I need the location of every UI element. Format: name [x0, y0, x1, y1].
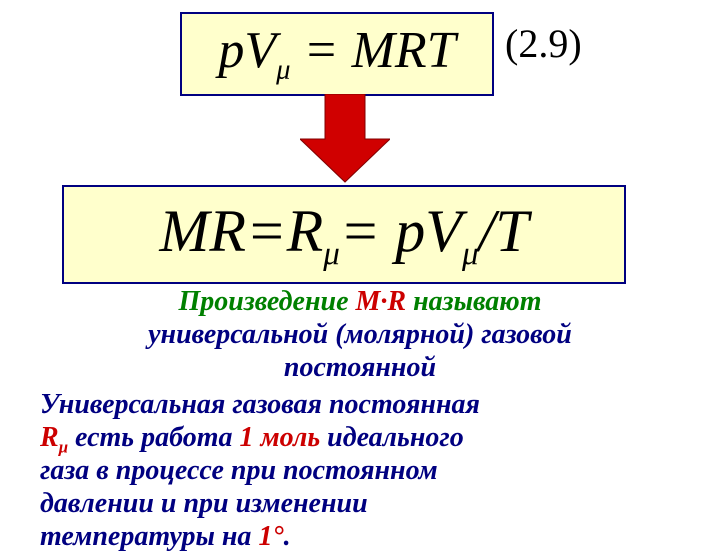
eq-sign: =: [340, 198, 381, 264]
text-line-7: давлении и при изменении: [40, 487, 680, 521]
formula-1: pVμ = MRT: [218, 21, 455, 86]
sub-mu: μ: [276, 55, 290, 86]
text-post: идеального: [320, 422, 464, 453]
var-V: V: [425, 198, 462, 264]
var-M: M: [159, 198, 209, 264]
var-p: p: [218, 22, 244, 79]
text-post: называют: [406, 286, 541, 317]
text-line-4: Универсальная газовая постоянная: [40, 388, 680, 422]
text-line-8: температуры на 1°.: [40, 520, 680, 554]
eq-sign: =: [246, 198, 287, 264]
var-T: T: [427, 22, 456, 79]
text-dot: .: [284, 521, 291, 552]
text-pre: Произведение: [178, 286, 355, 317]
var-R2: R: [287, 198, 324, 264]
text-one: 1: [239, 422, 253, 453]
equation-box-2: MR=Rμ= pVμ/T: [62, 185, 626, 284]
formula-2: MR=Rμ= pVμ/T: [159, 197, 528, 273]
text-R: R: [40, 422, 59, 453]
slash: /: [479, 198, 496, 264]
text-mole: моль: [253, 422, 320, 453]
text-mid: есть работа: [68, 422, 239, 453]
text-line-3: постоянной: [40, 351, 680, 385]
var-T: T: [495, 198, 528, 264]
sub-mu: μ: [323, 236, 340, 272]
sub-mu: μ: [462, 236, 479, 272]
text-MR: M·R: [356, 286, 407, 317]
text-line-1: Произведение M·R называют: [40, 285, 680, 319]
eq-sign: =: [304, 22, 339, 79]
text-pre: температуры на: [40, 521, 258, 552]
var-p: p: [395, 198, 425, 264]
text-line-5: Rμ есть работа 1 моль идеального: [40, 421, 680, 458]
text-line-2: универсальной (молярной) газовой: [40, 318, 680, 352]
var-V: V: [244, 22, 276, 79]
var-M: M: [352, 22, 395, 79]
text-deg: 1°: [258, 521, 283, 552]
var-R: R: [209, 198, 246, 264]
equation-box-1: pVμ = MRT: [180, 12, 494, 96]
text-line-6: газа в процессе при постоянном: [40, 454, 680, 488]
var-R: R: [395, 22, 427, 79]
down-arrow-icon: [300, 94, 390, 189]
equation-number: (2.9): [505, 20, 582, 67]
